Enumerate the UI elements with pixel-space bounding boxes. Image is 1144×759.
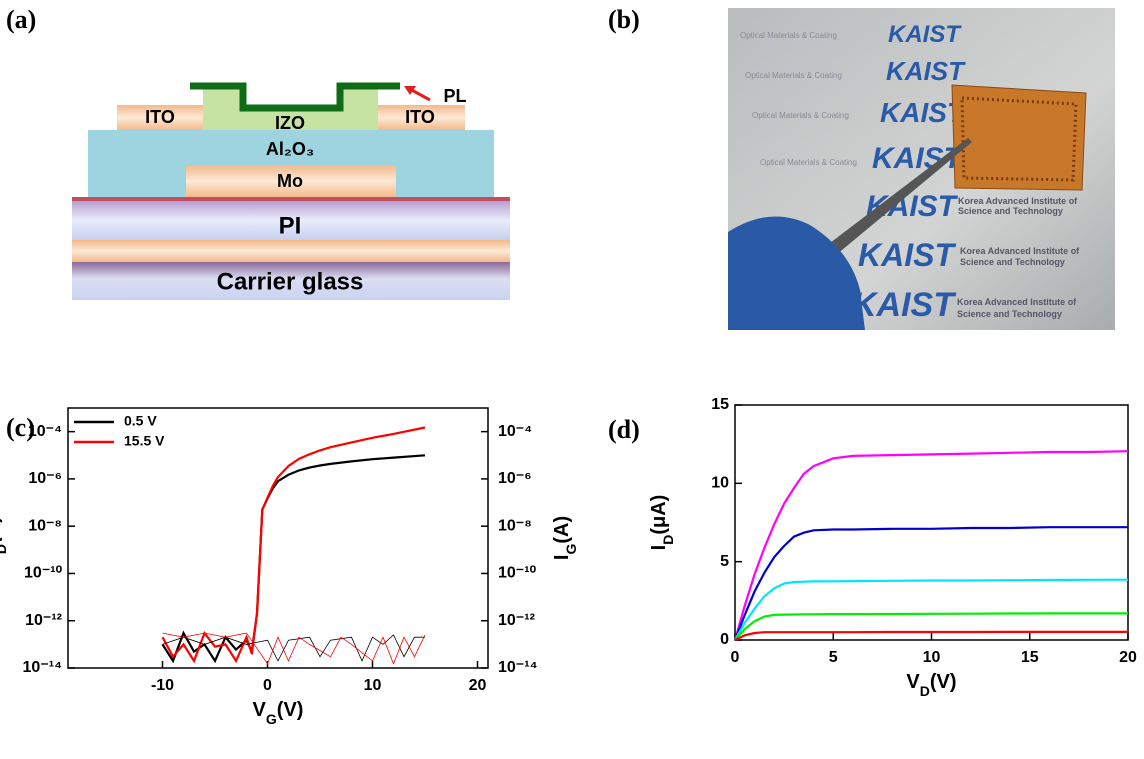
photo-logo: KAIST [858, 237, 956, 273]
axis-title-part: D [920, 683, 930, 699]
photo-logo: KAIST [886, 56, 966, 86]
axis-title-part: (V) [277, 699, 304, 721]
axis-title: ID(A) [0, 516, 9, 559]
plot-frame [735, 405, 1128, 640]
axis-title-part: D [660, 535, 676, 545]
layer-label: Mo [277, 171, 303, 191]
y-tick-label: 10⁻⁸ [28, 517, 62, 534]
y-tick-label: 15 [711, 396, 729, 413]
panel-label: (d) [608, 415, 640, 444]
layer-label: ITO [405, 107, 435, 127]
axis-title-part: G [563, 544, 579, 555]
layer-label: IZO [275, 113, 305, 133]
x-tick-label: 15 [1021, 649, 1039, 666]
data-line [163, 428, 426, 661]
x-tick-label: 20 [469, 677, 487, 694]
adhesion-layer [72, 240, 510, 262]
axis-title-part: (A) [551, 516, 573, 544]
photo-caption: Korea Advanced Institute of [957, 297, 1077, 307]
pi-top [72, 197, 510, 201]
panel-label: (b) [608, 5, 640, 34]
legend-label: 0.5 V [124, 413, 157, 429]
y2-tick-label: 10⁻⁸ [498, 517, 532, 534]
device-diagram: PL ITO ITO IZO Al₂O₃ Mo PI Carrier glass [72, 86, 510, 300]
data-line [735, 527, 1128, 640]
photo-caption: Science and Technology [960, 257, 1065, 267]
axis-title-part: V [906, 671, 920, 693]
photo-caption: Korea Advanced Institute of [958, 196, 1078, 206]
layer-label: Al₂O₃ [266, 139, 314, 159]
legend-label: 15.5 V [124, 433, 165, 449]
y2-tick-label: 10⁻¹² [498, 612, 535, 629]
photo-text: Optical Materials & Coating [760, 158, 857, 167]
axis-title-part: D [0, 544, 9, 554]
axis-title: ID(μA) [648, 495, 676, 551]
layer-label: PL [443, 86, 466, 106]
photo-logo: KAIST [888, 21, 962, 48]
y-tick-label: 10⁻⁶ [28, 470, 62, 487]
y-tick-label: 10⁻¹² [25, 612, 62, 629]
x-tick-label: 20 [1119, 649, 1137, 666]
layer-label: ITO [145, 107, 175, 127]
x-tick-label: 10 [364, 677, 382, 694]
photo-text: Optical Materials & Coating [740, 31, 837, 40]
photo-logo: KAIST [852, 286, 957, 324]
y-tick-label: 5 [720, 553, 729, 570]
figure: (a) (b) (c) (d) PL ITO ITO IZO Al₂O₃ Mo … [0, 0, 1144, 759]
y-tick-label: 10⁻⁴ [28, 423, 62, 440]
axis-title-part: V [253, 699, 267, 721]
flexible-chip [952, 85, 1086, 190]
photo-caption: Science and Technology [957, 309, 1062, 319]
photo-text: Optical Materials & Coating [745, 71, 842, 80]
y-tick-label: 10⁻¹⁴ [23, 659, 63, 676]
x-tick-label: -10 [151, 677, 174, 694]
y2-tick-label: 10⁻⁶ [498, 470, 532, 487]
x-tick-label: 0 [263, 677, 272, 694]
layer-label: PI [279, 212, 302, 239]
axis-title-part: (μA) [648, 495, 670, 535]
charts: -10 0 10 20 10⁻¹⁴ 10⁻¹² 10⁻¹⁰ 10⁻⁸ 10⁻⁶ 10⁻⁴ 10⁻¹⁴… [0, 396, 1137, 727]
axis-title-part: (A) [0, 516, 3, 544]
axis-title: VG(V) [253, 699, 304, 727]
photo-caption: Science and Technology [958, 206, 1063, 216]
layer-label: Carrier glass [217, 268, 364, 295]
axis-title: VD(V) [906, 671, 956, 699]
y-tick-label: 10⁻¹⁰ [24, 565, 63, 582]
axis-title-part: G [266, 711, 277, 727]
photo-text: Optical Materials & Coating [752, 111, 849, 120]
photo-caption: Korea Advanced Institute of [960, 246, 1080, 256]
data-line [735, 451, 1128, 640]
y2-tick-label: 10⁻¹⁰ [498, 565, 537, 582]
x-tick-label: 5 [829, 649, 838, 666]
axis-title-part: (V) [930, 671, 957, 693]
photo: Optical Materials & Coating Optical Mate… [728, 8, 1115, 330]
axis-title: IG(A) [551, 516, 579, 560]
y-tick-label: 10 [711, 475, 729, 492]
y2-tick-label: 10⁻⁴ [498, 423, 532, 440]
y-tick-label: 0 [720, 631, 729, 648]
x-tick-label: 0 [731, 649, 740, 666]
data-line [163, 455, 426, 661]
panel-label: (a) [6, 5, 36, 34]
x-tick-label: 10 [923, 649, 941, 666]
y2-tick-label: 10⁻¹⁴ [498, 659, 538, 676]
